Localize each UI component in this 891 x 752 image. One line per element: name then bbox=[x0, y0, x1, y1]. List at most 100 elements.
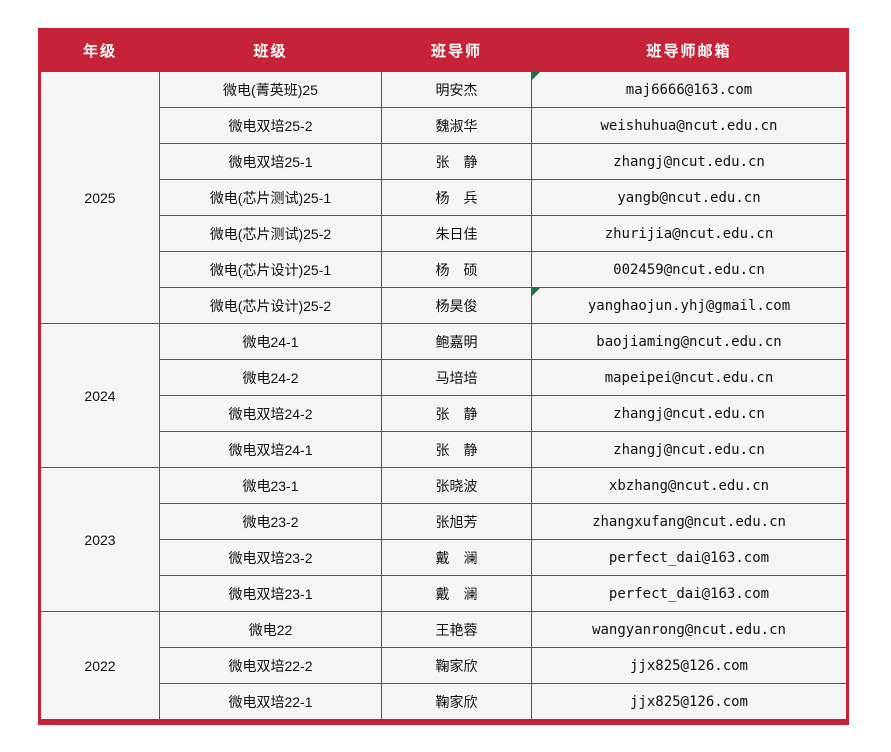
email-cell: 002459@ncut.edu.cn bbox=[531, 251, 848, 288]
email-text: jjx825@126.com bbox=[629, 657, 748, 674]
advisor-cell: 张 静 bbox=[381, 143, 532, 180]
advisor-cell: 明安杰 bbox=[381, 71, 532, 108]
class-cell: 微电双培22-1 bbox=[159, 683, 382, 723]
table-row: 微电双培25-1 张 静 zhangj@ncut.edu.cn bbox=[40, 143, 848, 180]
email-text: mapeipei@ncut.edu.cn bbox=[604, 369, 774, 386]
year-cell-2022: 2022 bbox=[39, 611, 160, 723]
email-text: maj6666@163.com bbox=[625, 81, 753, 98]
email-cell: yangb@ncut.edu.cn bbox=[531, 179, 848, 216]
class-cell: 微电22 bbox=[159, 611, 382, 648]
advisor-table: 年级 班级 班导师 班导师邮箱 2025 微电(菁英班)25 明安杰 maj66… bbox=[38, 28, 849, 725]
advisor-cell: 杨 兵 bbox=[381, 179, 532, 216]
email-cell: perfect_dai@163.com bbox=[531, 539, 848, 576]
email-text: xbzhang@ncut.edu.cn bbox=[608, 477, 770, 494]
email-cell: baojiaming@ncut.edu.cn bbox=[531, 323, 848, 360]
table-header: 年级 班级 班导师 班导师邮箱 bbox=[39, 28, 848, 72]
email-text: zhangxufang@ncut.edu.cn bbox=[592, 513, 786, 530]
email-text: yangb@ncut.edu.cn bbox=[617, 189, 761, 206]
email-text: zhangj@ncut.edu.cn bbox=[613, 405, 765, 422]
table-row: 微电(芯片测试)25-2 朱日佳 zhurijia@ncut.edu.cn bbox=[40, 215, 848, 252]
advisor-cell: 鞠家欣 bbox=[381, 647, 532, 684]
advisor-cell: 戴 澜 bbox=[381, 539, 532, 576]
cell-error-marker-icon bbox=[532, 72, 540, 80]
email-text: zhangj@ncut.edu.cn bbox=[613, 441, 765, 458]
email-text: 002459@ncut.edu.cn bbox=[613, 261, 765, 278]
table-row: 微电双培25-2 魏淑华 weishuhua@ncut.edu.cn bbox=[40, 107, 848, 144]
class-cell: 微电(芯片设计)25-1 bbox=[159, 251, 382, 288]
table-row: 微电(芯片设计)25-1 杨 硕 002459@ncut.edu.cn bbox=[40, 251, 848, 288]
advisor-cell: 鲍嘉明 bbox=[381, 323, 532, 360]
table-body: 2025 微电(菁英班)25 明安杰 maj6666@163.com 微电双培2… bbox=[39, 71, 848, 723]
table-row: 微电双培23-2 戴 澜 perfect_dai@163.com bbox=[40, 539, 848, 576]
class-cell: 微电(芯片测试)25-2 bbox=[159, 215, 382, 252]
advisor-cell: 杨昊俊 bbox=[381, 287, 532, 324]
advisor-cell: 张晓波 bbox=[381, 467, 532, 504]
class-cell: 微电24-2 bbox=[159, 359, 382, 396]
advisor-cell: 张 静 bbox=[381, 431, 532, 468]
year-cell-2023: 2023 bbox=[39, 467, 160, 612]
email-cell: mapeipei@ncut.edu.cn bbox=[531, 359, 848, 396]
advisor-cell: 朱日佳 bbox=[381, 215, 532, 252]
email-cell: zhangj@ncut.edu.cn bbox=[531, 395, 848, 432]
email-text: perfect_dai@163.com bbox=[608, 549, 770, 566]
column-header-advisor-email: 班导师邮箱 bbox=[531, 28, 848, 72]
email-cell: yanghaojun.yhj@gmail.com bbox=[531, 287, 848, 324]
column-header-class: 班级 bbox=[159, 28, 382, 72]
column-header-advisor: 班导师 bbox=[381, 28, 532, 72]
email-cell: zhurijia@ncut.edu.cn bbox=[531, 215, 848, 252]
class-cell: 微电(芯片设计)25-2 bbox=[159, 287, 382, 324]
email-cell: maj6666@163.com bbox=[531, 71, 848, 108]
class-cell: 微电(菁英班)25 bbox=[159, 71, 382, 108]
table-row: 2024 微电24-1 鲍嘉明 baojiaming@ncut.edu.cn bbox=[39, 323, 848, 468]
class-cell: 微电23-1 bbox=[159, 467, 382, 504]
class-cell: 微电双培23-2 bbox=[159, 539, 382, 576]
table-row: 微电24-2 马培培 mapeipei@ncut.edu.cn bbox=[40, 359, 848, 396]
class-cell: 微电双培24-2 bbox=[159, 395, 382, 432]
email-text: yanghaojun.yhj@gmail.com bbox=[587, 297, 791, 314]
advisor-cell: 王艳蓉 bbox=[381, 611, 532, 648]
email-cell: zhangj@ncut.edu.cn bbox=[531, 143, 848, 180]
class-cell: 微电23-2 bbox=[159, 503, 382, 540]
email-text: zhangj@ncut.edu.cn bbox=[613, 153, 765, 170]
advisor-cell: 鞠家欣 bbox=[381, 683, 532, 723]
advisor-cell: 戴 澜 bbox=[381, 575, 532, 612]
email-text: baojiaming@ncut.edu.cn bbox=[596, 333, 782, 350]
email-cell: perfect_dai@163.com bbox=[531, 575, 848, 612]
table-row: 2023 微电23-1 张晓波 xbzhang@ncut.edu.cn bbox=[39, 467, 848, 612]
table-row: 微电(芯片测试)25-1 杨 兵 yangb@ncut.edu.cn bbox=[40, 179, 848, 216]
table-row: 微电(芯片设计)25-2 杨昊俊 yanghaojun.yhj@gmail.co… bbox=[40, 287, 848, 324]
class-cell: 微电双培22-2 bbox=[159, 647, 382, 684]
email-text: jjx825@126.com bbox=[629, 693, 748, 710]
table-row: 微电双培22-1 鞠家欣 jjx825@126.com bbox=[40, 683, 848, 723]
advisor-cell: 张 静 bbox=[381, 395, 532, 432]
table-row: 微电23-2 张旭芳 zhangxufang@ncut.edu.cn bbox=[40, 503, 848, 540]
class-cell: 微电24-1 bbox=[159, 323, 382, 360]
class-cell: 微电双培24-1 bbox=[159, 431, 382, 468]
header-row: 年级 班级 班导师 班导师邮箱 bbox=[39, 28, 848, 72]
column-header-grade: 年级 bbox=[39, 28, 160, 72]
class-cell: 微电双培23-1 bbox=[159, 575, 382, 612]
advisor-cell: 马培培 bbox=[381, 359, 532, 396]
advisor-cell: 张旭芳 bbox=[381, 503, 532, 540]
email-cell: jjx825@126.com bbox=[531, 683, 848, 723]
email-cell: jjx825@126.com bbox=[531, 647, 848, 684]
email-text: zhurijia@ncut.edu.cn bbox=[604, 225, 774, 242]
class-cell: 微电双培25-1 bbox=[159, 143, 382, 180]
table-row: 2025 微电(菁英班)25 明安杰 maj6666@163.com bbox=[39, 71, 848, 324]
advisor-cell: 杨 硕 bbox=[381, 251, 532, 288]
table-row: 2022 微电22 王艳蓉 wangyanrong@ncut.edu.cn bbox=[39, 611, 848, 723]
year-cell-2024: 2024 bbox=[39, 323, 160, 468]
advisor-table-wrapper: 年级 班级 班导师 班导师邮箱 2025 微电(菁英班)25 明安杰 maj66… bbox=[38, 28, 849, 725]
table-row: 微电双培23-1 戴 澜 perfect_dai@163.com bbox=[40, 575, 848, 612]
email-cell: zhangj@ncut.edu.cn bbox=[531, 431, 848, 468]
email-cell: zhangxufang@ncut.edu.cn bbox=[531, 503, 848, 540]
advisor-cell: 魏淑华 bbox=[381, 107, 532, 144]
table-row: 微电双培22-2 鞠家欣 jjx825@126.com bbox=[40, 647, 848, 684]
class-cell: 微电(芯片测试)25-1 bbox=[159, 179, 382, 216]
email-cell: weishuhua@ncut.edu.cn bbox=[531, 107, 848, 144]
email-cell: wangyanrong@ncut.edu.cn bbox=[531, 611, 848, 648]
email-text: perfect_dai@163.com bbox=[608, 585, 770, 602]
email-cell: xbzhang@ncut.edu.cn bbox=[531, 467, 848, 504]
email-text: weishuhua@ncut.edu.cn bbox=[600, 117, 778, 134]
